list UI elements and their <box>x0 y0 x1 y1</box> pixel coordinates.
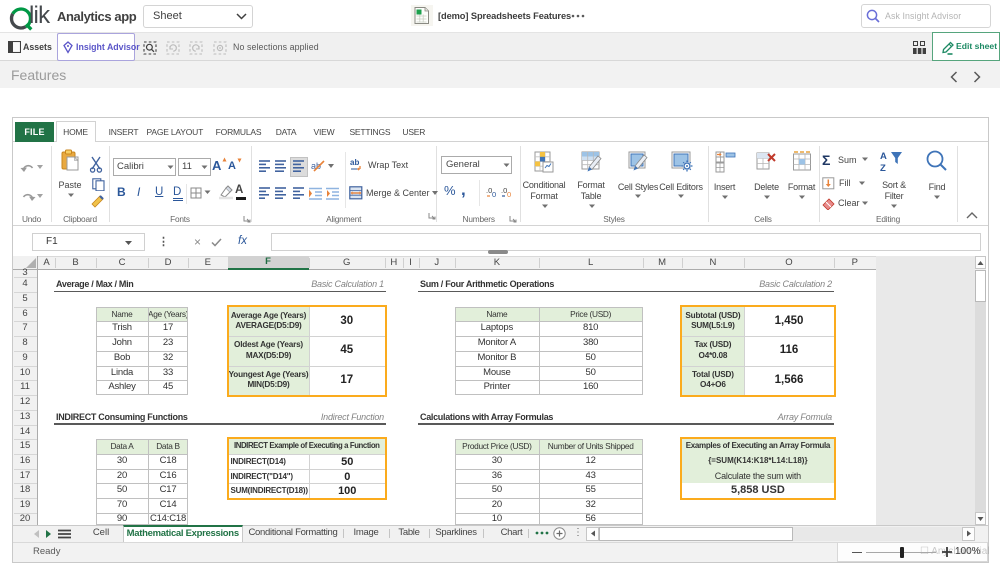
svg-text:0: 0 <box>492 190 496 198</box>
svg-text:0: 0 <box>507 190 511 198</box>
svg-text:A: A <box>880 151 887 162</box>
svg-text:.0: .0 <box>501 186 507 195</box>
svg-text:.0: .0 <box>486 186 492 195</box>
svg-text:Z: Z <box>880 163 886 172</box>
svg-text:ab: ab <box>350 158 359 167</box>
svg-text:ab: ab <box>311 161 321 171</box>
